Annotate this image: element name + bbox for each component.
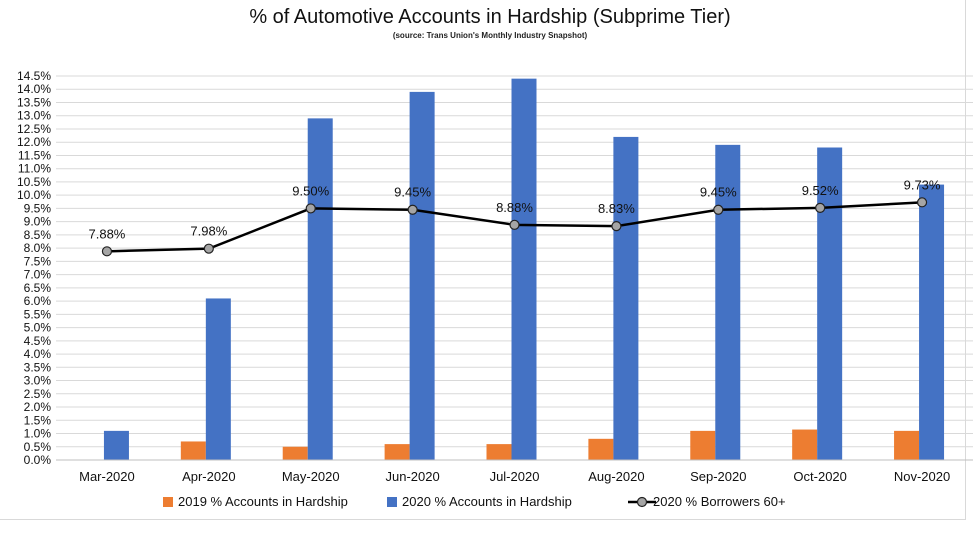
bar-2019 [894, 430, 920, 460]
data-label: 9.45% [394, 185, 431, 200]
legend-swatch-2020 [387, 497, 397, 507]
x-tick-label: Sep-2020 [690, 469, 746, 484]
bar-2019 [792, 429, 818, 460]
y-tick-label: 13.0% [17, 109, 51, 123]
chart-frame [0, 0, 966, 520]
line-marker [407, 204, 418, 215]
line-marker [203, 243, 214, 254]
y-tick-label: 5.5% [24, 307, 52, 321]
data-label: 9.45% [700, 185, 737, 200]
x-tick-label: Jul-2020 [490, 469, 540, 484]
y-tick-label: 5.0% [24, 321, 52, 335]
y-tick-label: 14.5% [17, 69, 51, 83]
y-tick-label: 7.0% [24, 268, 52, 282]
x-tick-label: Oct-2020 [793, 469, 846, 484]
bar-2020 [511, 78, 537, 460]
data-label: 8.88% [496, 200, 533, 215]
y-tick-label: 12.5% [17, 122, 51, 136]
bar-2020 [715, 144, 741, 461]
data-label: 7.98% [190, 224, 227, 239]
y-tick-label: 13.5% [17, 95, 51, 109]
bar-2020 [613, 136, 639, 460]
bar-2020 [205, 298, 231, 460]
y-tick-label: 1.5% [24, 413, 52, 427]
legend-swatch-2019 [163, 497, 173, 507]
bar-2019 [690, 430, 716, 460]
x-tick-label: Apr-2020 [182, 469, 235, 484]
line-marker [916, 197, 928, 208]
y-tick-label: 4.5% [24, 334, 52, 348]
y-tick-label: 14.0% [17, 82, 51, 96]
y-tick-label: 0.0% [24, 453, 52, 467]
data-label: 9.50% [292, 183, 329, 198]
bar-2019 [384, 444, 410, 460]
bar-2020 [919, 184, 945, 460]
line-marker [611, 221, 622, 232]
y-tick-label: 6.5% [24, 281, 52, 295]
bar-2019 [180, 441, 206, 460]
y-tick-label: 8.0% [24, 241, 52, 255]
chart-title: % of Automotive Accounts in Hardship (Su… [249, 6, 731, 28]
y-tick-label: 6.0% [24, 294, 52, 308]
data-label: 8.83% [598, 201, 635, 216]
bar-2020 [103, 430, 129, 460]
bar-2019 [282, 446, 308, 460]
chart-subtitle: (source: Trans Union's Monthly Industry … [392, 31, 588, 40]
data-label: 7.88% [89, 226, 126, 241]
legend-label-2019: 2019 % Accounts in Hardship [178, 494, 348, 509]
bar-2020 [307, 118, 333, 461]
x-tick-label: May-2020 [282, 469, 340, 484]
y-tick-label: 11.0% [18, 162, 51, 176]
x-tick-label: Mar-2020 [79, 469, 135, 484]
y-tick-label: 7.5% [24, 254, 52, 268]
y-tick-label: 4.0% [24, 347, 52, 361]
y-tick-label: 0.5% [24, 440, 52, 454]
y-tick-label: 9.5% [24, 201, 52, 215]
legend-label-2020: 2020 % Accounts in Hardship [402, 494, 572, 509]
line-marker [815, 202, 826, 213]
y-tick-label: 1.0% [24, 427, 52, 441]
y-tick-label: 10.5% [17, 175, 51, 189]
bar-2019 [486, 444, 512, 460]
line-marker [101, 246, 113, 257]
x-tick-label: Nov-2020 [894, 469, 950, 484]
x-tick-label: Aug-2020 [588, 469, 644, 484]
line-marker [509, 219, 520, 230]
x-tick-label: Jun-2020 [386, 469, 440, 484]
bar-2020 [409, 91, 435, 461]
bar-2020 [817, 147, 843, 460]
bar-2019 [588, 438, 614, 460]
data-label: 9.52% [802, 183, 839, 198]
y-tick-label: 3.5% [24, 360, 52, 374]
y-tick-label: 8.5% [24, 228, 52, 242]
y-tick-label: 12.0% [17, 135, 51, 149]
line-marker [713, 204, 724, 215]
y-tick-label: 9.0% [24, 215, 52, 229]
y-tick-label: 2.5% [24, 387, 52, 401]
y-tick-label: 11.5% [18, 148, 51, 162]
legend-label-borrowers: 2020 % Borrowers 60+ [653, 494, 786, 509]
legend-marker-borrowers [636, 496, 648, 508]
y-tick-label: 10.0% [17, 188, 51, 202]
y-tick-label: 2.0% [24, 400, 52, 414]
data-label: 9.73% [904, 177, 941, 192]
line-marker [305, 203, 316, 214]
y-tick-label: 3.0% [24, 374, 52, 388]
